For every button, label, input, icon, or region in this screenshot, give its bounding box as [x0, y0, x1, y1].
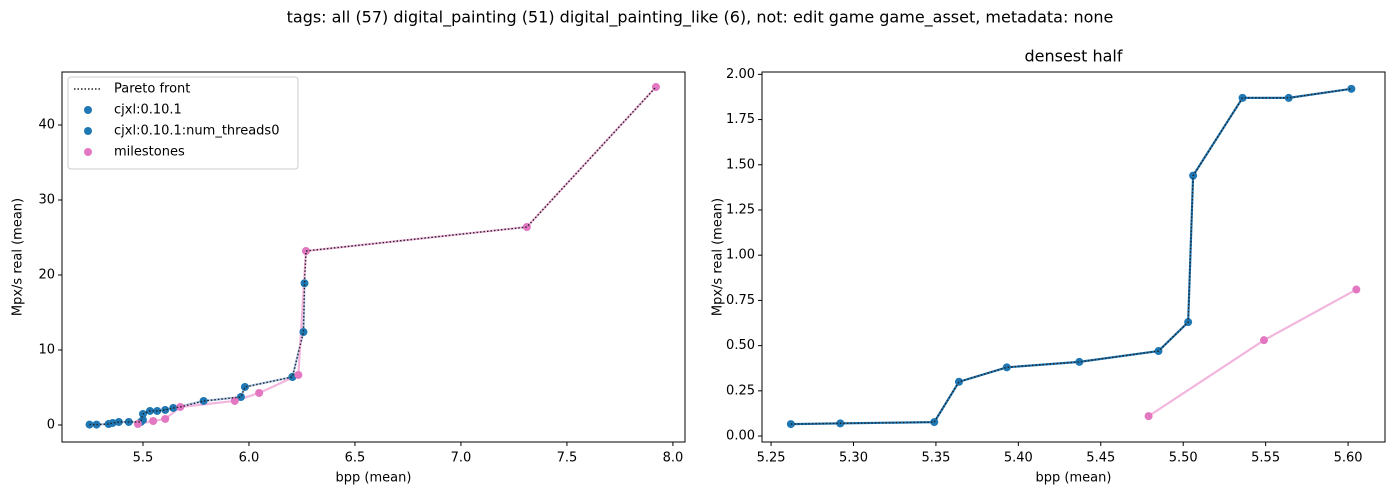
legend-label: milestones — [114, 145, 185, 160]
x-tick-label: 5.55 — [1251, 451, 1280, 466]
axes-frame — [61, 71, 686, 443]
x-tick-label: 5.40 — [1004, 451, 1033, 466]
figure-title: tags: all (57) digital_painting (51) dig… — [287, 8, 1114, 28]
marker — [1352, 285, 1361, 294]
y-tick-label: 0.75 — [726, 293, 755, 308]
marker — [294, 370, 303, 379]
x-tick-label: 5.50 — [1169, 451, 1198, 466]
x-tick-label: 6.5 — [345, 451, 366, 466]
marker — [161, 414, 170, 423]
axes-title: densest half — [1024, 47, 1122, 66]
x-tick-label: 7.0 — [451, 451, 472, 466]
y-tick-label: 0.00 — [726, 429, 755, 444]
marker — [236, 393, 245, 402]
x-tick-label: 5.5 — [133, 451, 154, 466]
marker — [133, 420, 142, 429]
marker — [92, 420, 101, 429]
series-line — [137, 86, 657, 426]
y-tick-label: 1.00 — [726, 248, 755, 263]
legend-label: cjxl:0.10.1 — [114, 103, 182, 118]
marker — [1002, 363, 1011, 372]
y-tick-label: 0.50 — [726, 338, 755, 353]
marker — [299, 327, 308, 336]
marker — [1144, 412, 1153, 421]
marker — [300, 279, 309, 288]
marker — [930, 418, 939, 427]
legend-box — [67, 76, 299, 170]
marker — [1259, 336, 1268, 345]
y-tick-label: 1.25 — [726, 202, 755, 217]
x-tick-label: 5.30 — [839, 451, 868, 466]
legend-label: Pareto front — [114, 82, 190, 97]
marker — [161, 405, 170, 414]
y-tick-label: 0.25 — [726, 383, 755, 398]
axes-frame — [761, 71, 1386, 443]
y-tick-label: 1.50 — [726, 157, 755, 172]
marker — [301, 247, 310, 256]
marker — [651, 82, 660, 91]
marker — [955, 377, 964, 386]
x-tick-label: 5.35 — [921, 451, 950, 466]
marker — [1347, 84, 1356, 93]
marker — [199, 396, 208, 405]
y-tick-label: 0 — [47, 417, 55, 432]
y-tick-label: 40 — [38, 118, 55, 133]
marker — [108, 418, 117, 427]
x-tick-label: 5.45 — [1086, 451, 1115, 466]
x-axis-label: bpp (mean) — [336, 471, 412, 486]
legend-swatch — [84, 127, 92, 135]
marker — [522, 223, 531, 232]
x-tick-label: 8.0 — [663, 451, 684, 466]
legend-swatch — [84, 106, 92, 114]
x-axis-label: bpp (mean) — [1036, 471, 1112, 486]
marker — [230, 396, 239, 405]
plot-area — [786, 84, 1361, 429]
x-tick-label: 6.0 — [239, 451, 260, 466]
y-axis-label: Mpx/s real (mean) — [11, 198, 26, 316]
x-tick-label: 5.25 — [757, 451, 786, 466]
x-tick-label: 7.5 — [557, 451, 578, 466]
marker — [149, 417, 158, 426]
marker — [1075, 357, 1084, 366]
y-axis-label: Mpx/s real (mean) — [711, 198, 726, 316]
y-tick-label: 2.00 — [726, 67, 755, 82]
marker — [255, 388, 264, 397]
y-tick-label: 30 — [38, 193, 55, 208]
y-tick-label: 10 — [38, 342, 55, 357]
y-tick-label: 1.75 — [726, 112, 755, 127]
legend-label: cjxl:0.10.1:num_threads0 — [114, 124, 279, 139]
x-tick-label: 5.60 — [1334, 451, 1363, 466]
marker — [1284, 93, 1293, 102]
series-line — [790, 87, 1352, 426]
y-tick-label: 20 — [38, 267, 55, 282]
legend-swatch — [84, 148, 92, 156]
plot-area — [85, 82, 660, 429]
marker — [240, 382, 249, 391]
